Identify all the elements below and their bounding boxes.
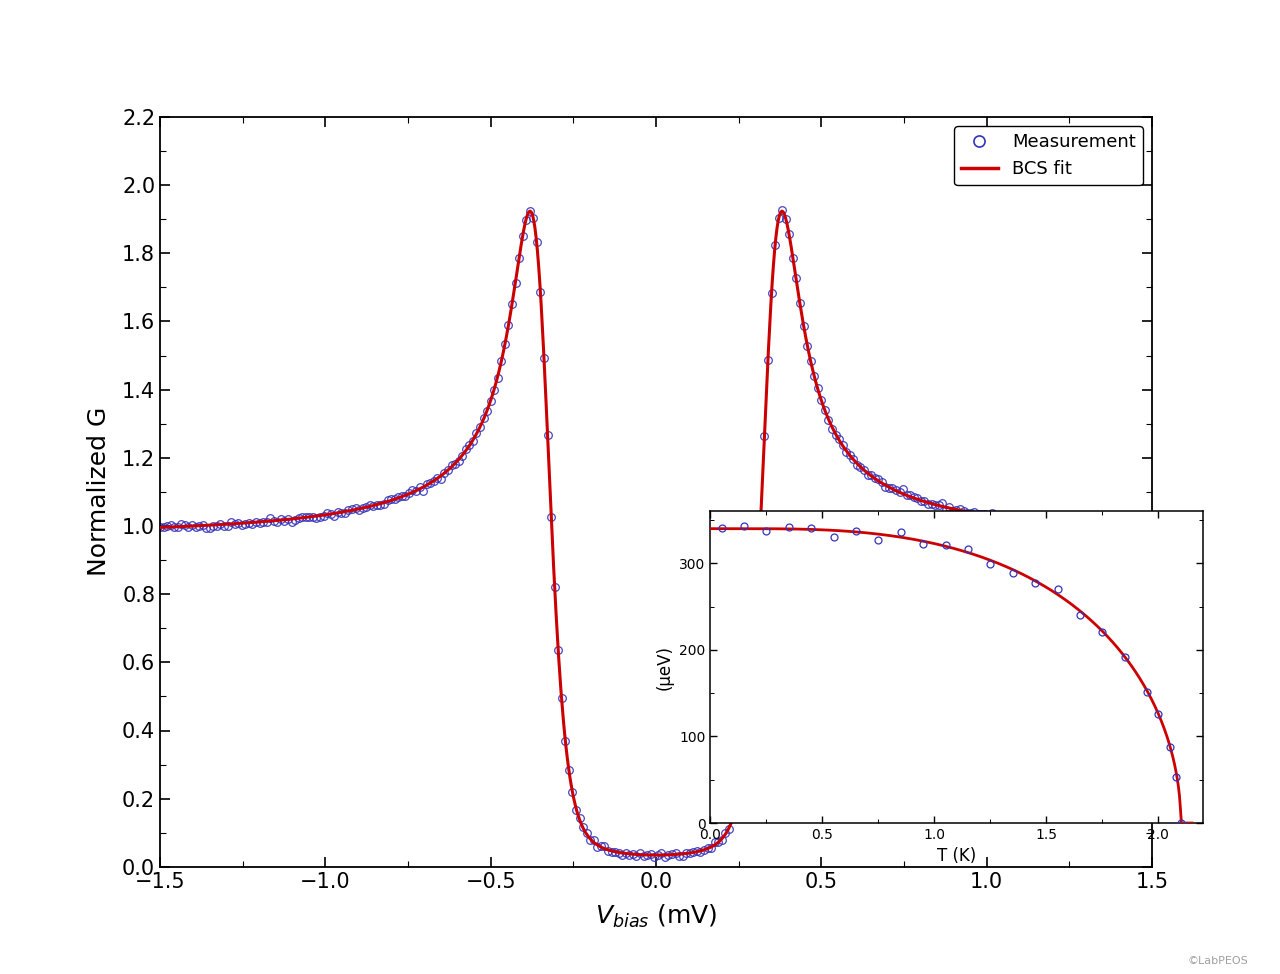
X-axis label: $\mathit{V}_{bias}$ (mV): $\mathit{V}_{bias}$ (mV) — [595, 903, 717, 930]
Text: ©LabPEOS: ©LabPEOS — [1188, 956, 1248, 966]
Y-axis label: Normalized G: Normalized G — [87, 407, 111, 577]
Y-axis label: (μeV): (μeV) — [655, 645, 673, 690]
Legend: Measurement, BCS fit: Measurement, BCS fit — [954, 126, 1143, 185]
X-axis label: T (K): T (K) — [937, 847, 977, 866]
